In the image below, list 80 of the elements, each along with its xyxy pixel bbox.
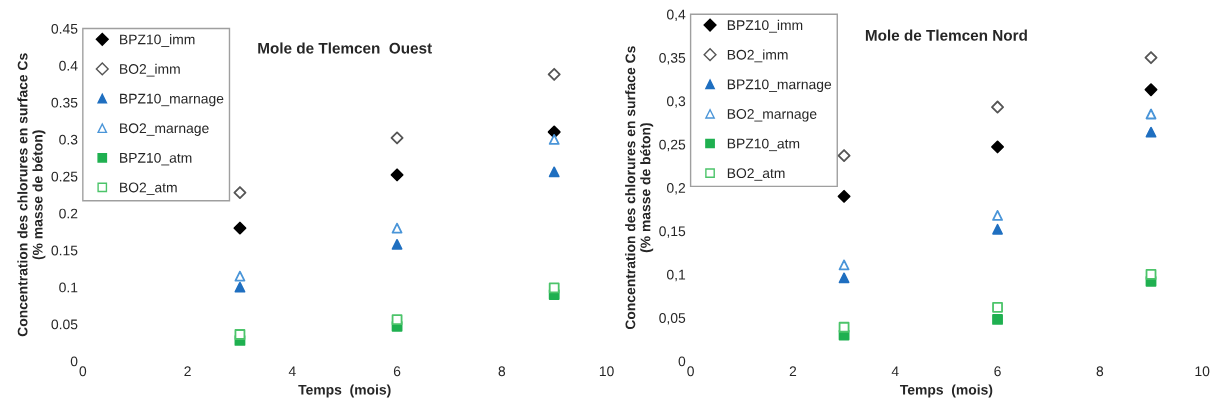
x-tick-label: 0 xyxy=(79,366,87,377)
point xyxy=(234,329,246,340)
y-tick-label: 0,4 xyxy=(666,9,686,22)
point xyxy=(548,282,560,294)
x-tick-label: 2 xyxy=(184,366,191,377)
legend-label: BO2_imm xyxy=(120,63,180,77)
point xyxy=(992,314,1003,325)
text: Mole de Tlemcen Nord xyxy=(865,29,1027,41)
y-axis-title: Concentration des chlorures en surface Cs (% masse de béton) xyxy=(625,46,654,330)
point xyxy=(1145,268,1157,280)
x-axis-title: Temps (mois) xyxy=(298,384,391,398)
point xyxy=(234,281,246,293)
x-tick-label: 8 xyxy=(1096,366,1104,377)
point xyxy=(838,272,850,284)
y-tick-label: 0.15 xyxy=(51,245,78,256)
point xyxy=(838,259,850,271)
y-tick-label: 0.35 xyxy=(51,97,78,108)
point xyxy=(992,223,1003,235)
y-tick-label: 0.25 xyxy=(51,171,78,182)
x-tick-label: 2 xyxy=(789,366,797,377)
x-tick-label: 6 xyxy=(393,366,401,377)
point xyxy=(391,238,403,250)
point xyxy=(390,131,404,145)
point xyxy=(1144,51,1158,65)
legend-label: BO2_atm xyxy=(727,168,785,181)
point xyxy=(548,133,560,145)
point xyxy=(991,140,1005,154)
legend-label: BPZ10_marnage xyxy=(727,79,832,93)
legend-label: BO2_atm xyxy=(120,182,177,196)
y-tick-label: 0.3 xyxy=(59,134,78,145)
point xyxy=(233,186,247,200)
x-tick-label: 0 xyxy=(687,366,694,377)
y-tick-label: 0,15 xyxy=(659,226,686,238)
point xyxy=(991,100,1005,114)
y-tick-label: 0.4 xyxy=(59,60,78,71)
y-tick-label: 0.45 xyxy=(51,23,78,34)
x-tick-label: 10 xyxy=(599,366,614,377)
x-tick-label: 4 xyxy=(288,366,296,377)
point xyxy=(837,189,851,203)
y-tick-label: 0 xyxy=(678,356,686,367)
legend-label: BPZ10_atm xyxy=(727,138,800,152)
y-tick-label: 0.05 xyxy=(51,319,78,330)
point xyxy=(547,125,561,139)
y-tick-label: 0.2 xyxy=(59,208,78,219)
legend-label: BPZ10_atm xyxy=(120,152,192,166)
x-tick-label: 6 xyxy=(994,366,1001,377)
y-tick-label: 0,05 xyxy=(659,313,686,325)
point xyxy=(547,67,561,81)
point xyxy=(391,314,403,326)
x-tick-label: 10 xyxy=(1195,366,1210,377)
text: Mole de Tlemcen Ouest xyxy=(258,42,432,54)
point xyxy=(233,221,247,235)
legend-label: BPZ10_marnage xyxy=(120,93,224,107)
point xyxy=(1144,83,1158,97)
point xyxy=(992,301,1003,313)
legend-label: BPZ10_imm xyxy=(727,19,803,33)
y-tick-label: 0,35 xyxy=(659,52,686,65)
y-tick-label: 0,1 xyxy=(666,269,686,282)
x-tick-label: 8 xyxy=(498,366,506,377)
legend-label: BO2_imm xyxy=(727,49,788,63)
y-tick-label: 0 xyxy=(70,356,78,367)
legend-label: BO2_marnage xyxy=(727,109,817,122)
point xyxy=(548,166,560,178)
y-tick-label: 0,25 xyxy=(659,139,686,152)
point xyxy=(391,222,403,234)
point xyxy=(992,210,1003,221)
point xyxy=(838,321,850,333)
x-tick-label: 4 xyxy=(891,366,899,377)
y-axis-title: Concentration des chlorures en surface Cs (% masse de béton) xyxy=(17,53,46,337)
x-axis-title: Temps (mois) xyxy=(899,384,993,398)
y-tick-label: 0,3 xyxy=(666,96,686,108)
y-tick-label: 0,2 xyxy=(666,183,686,195)
point xyxy=(1145,108,1157,120)
point xyxy=(234,270,246,282)
legend-label: BPZ10_imm xyxy=(120,34,195,47)
y-tick-label: 0.1 xyxy=(59,282,78,293)
point xyxy=(1145,126,1157,138)
point xyxy=(390,168,404,182)
point xyxy=(837,149,851,163)
legend-label: BO2_marnage xyxy=(120,123,209,136)
